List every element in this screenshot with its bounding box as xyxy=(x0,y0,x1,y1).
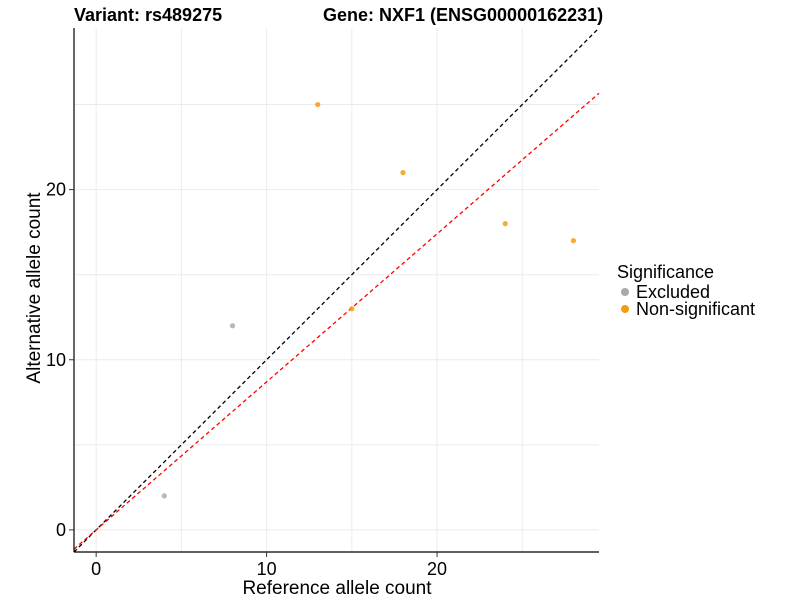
data-point xyxy=(315,101,321,108)
data-point xyxy=(570,238,577,244)
legend-key xyxy=(621,305,629,313)
y-tick-label: 20 xyxy=(46,180,66,200)
legend-title: Significance xyxy=(617,262,714,282)
data-point xyxy=(400,170,406,176)
data-point xyxy=(502,221,508,227)
y-axis-label: Alternative allele count xyxy=(24,192,45,384)
legend-label: Non-significant xyxy=(636,299,755,319)
axes: 0 10 20 0 10 20 xyxy=(46,28,599,579)
x-tick-label: 20 xyxy=(427,559,447,579)
y-tick-label: 0 xyxy=(56,520,66,540)
data-points xyxy=(161,101,577,499)
chart-title-gene: Gene: NXF1 (ENSG00000162231) xyxy=(323,5,603,25)
data-point xyxy=(229,323,236,329)
reference-lines xyxy=(73,27,600,553)
legend-label: Excluded xyxy=(636,282,710,302)
x-axis-label: Reference allele count xyxy=(242,578,432,599)
y-tick-label: 10 xyxy=(46,350,66,370)
x-tick-label: 0 xyxy=(91,559,101,579)
reference-line-identity xyxy=(73,27,600,553)
data-point xyxy=(349,306,355,312)
chart-title-variant: Variant: rs489275 xyxy=(74,5,222,25)
reference-line-fitted xyxy=(73,92,600,550)
grid xyxy=(74,28,599,552)
legend-key xyxy=(621,288,629,296)
x-tick-label: 10 xyxy=(257,559,277,579)
data-point xyxy=(161,493,167,499)
